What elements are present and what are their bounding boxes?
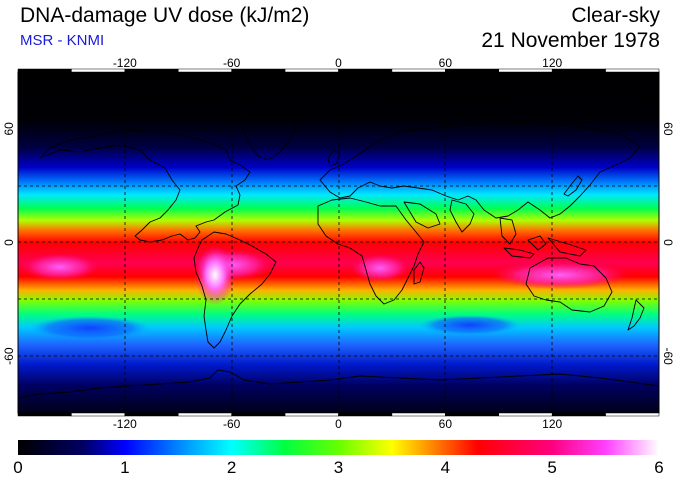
source-label: MSR - KNMI bbox=[20, 32, 105, 49]
lon-tick-label: 0 bbox=[335, 56, 342, 70]
lon-tick-label: 60 bbox=[439, 417, 453, 431]
coastline-north-america bbox=[39, 129, 251, 243]
lat-tick-label-left: -60 bbox=[2, 347, 16, 365]
colorbar-tick-label: 6 bbox=[654, 458, 664, 477]
lon-tick-label: 60 bbox=[439, 56, 453, 70]
lat-tick-label-left: 0 bbox=[2, 239, 16, 246]
lat-tick-label-left: 60 bbox=[2, 122, 16, 136]
sky-condition-label: Clear-sky bbox=[571, 4, 660, 27]
colorbar-tick-label: 5 bbox=[547, 458, 557, 477]
lon-tick-label: -60 bbox=[223, 56, 241, 70]
date-label: 21 November 1978 bbox=[481, 29, 660, 52]
lon-tick-label: -60 bbox=[223, 417, 241, 431]
lat-tick-label-right: -60 bbox=[661, 347, 675, 365]
coastline-africa bbox=[317, 197, 425, 305]
lon-tick-label: -120 bbox=[113, 56, 137, 70]
coastline-antarctica bbox=[17, 369, 660, 399]
lat-tick-label-right: 0 bbox=[661, 239, 675, 246]
colorbar-tick-label: 0 bbox=[13, 458, 23, 477]
lon-tick-label: 0 bbox=[335, 417, 342, 431]
lon-tick-label: 120 bbox=[542, 56, 562, 70]
colorbar-tick-label: 3 bbox=[333, 458, 344, 477]
map-title: DNA-damage UV dose (kJ/m2) bbox=[20, 4, 310, 27]
colorbar-tick-label: 2 bbox=[226, 458, 237, 477]
coastline-arabia bbox=[403, 201, 441, 229]
coastline-australia bbox=[525, 257, 613, 313]
coastlines bbox=[17, 111, 660, 399]
coastline-greenland bbox=[239, 111, 297, 161]
lat-tick-label-right: 60 bbox=[661, 122, 675, 136]
lon-tick-label: 120 bbox=[542, 417, 562, 431]
coastline-se-asia bbox=[499, 217, 517, 245]
lon-tick-label: -120 bbox=[113, 417, 137, 431]
coastline-eurasia bbox=[319, 121, 641, 219]
coastline-india bbox=[449, 199, 475, 233]
colorbar bbox=[18, 440, 659, 455]
colorbar-tick-label: 1 bbox=[120, 458, 130, 477]
colorbar-tick-label: 4 bbox=[440, 458, 451, 477]
coastline-south-america bbox=[193, 231, 277, 349]
coastline-madagascar bbox=[413, 261, 425, 285]
